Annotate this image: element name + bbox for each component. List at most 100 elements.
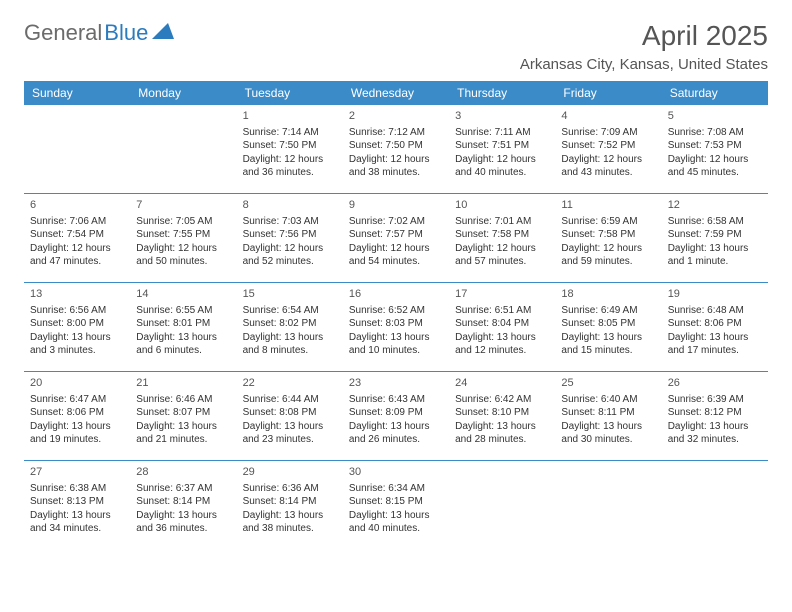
calendar-cell [24,105,130,194]
calendar-cell: 11Sunrise: 6:59 AMSunset: 7:58 PMDayligh… [555,194,661,283]
calendar-cell [662,461,768,550]
calendar-cell: 15 Sunrise: 6:54 AMSunset: 8:02 PMDayligh… [237,283,343,372]
calendar-row: 27 Sunrise: 6:38 AMSunset: 8:13 PMDayligh… [24,461,768,550]
calendar-cell: 17 Sunrise: 6:51 AMSunset: 8:04 PMDayligh… [449,283,555,372]
day-number: 18 [561,287,655,302]
title-block: April 2025 Arkansas City, Kansas, United… [520,20,768,73]
day-number: 24 [455,376,549,391]
day-info: Sunrise: 6:44 AMSunset: 8:08 PMDaylight:… [243,393,337,447]
day-info: Sunrise: 6:37 AMSunset: 8:14 PMDaylight:… [136,482,230,536]
day-info: Sunrise: 6:48 AMSunset: 8:06 PMDaylight:… [668,304,762,358]
calendar-cell: 20 Sunrise: 6:47 AMSunset: 8:06 PMDayligh… [24,372,130,461]
day-number: 20 [30,376,124,391]
day-header-row: SundayMondayTuesdayWednesdayThursdayFrid… [24,81,768,105]
day-info: Sunrise: 7:12 AMSunset: 7:50 PMDaylight:… [349,126,443,180]
calendar-cell: 13Sunrise: 6:56 AMSunset: 8:00 PMDayligh… [24,283,130,372]
calendar-cell: 6 Sunrise: 7:06 AMSunset: 7:54 PMDaylight… [24,194,130,283]
day-number: 3 [455,109,549,124]
header: GeneralBlue April 2025 Arkansas City, Ka… [24,20,768,73]
day-header: Saturday [662,81,768,105]
calendar-cell: 16 Sunrise: 6:52 AMSunset: 8:03 PMDayligh… [343,283,449,372]
calendar-cell: 18 Sunrise: 6:49 AMSunset: 8:05 PMDayligh… [555,283,661,372]
day-number: 16 [349,287,443,302]
day-number: 6 [30,198,124,213]
day-number: 4 [561,109,655,124]
day-info: Sunrise: 6:54 AMSunset: 8:02 PMDaylight:… [243,304,337,358]
day-header: Wednesday [343,81,449,105]
calendar-cell: 8 Sunrise: 7:03 AMSunset: 7:56 PMDaylight… [237,194,343,283]
calendar-cell: 7 Sunrise: 7:05 AMSunset: 7:55 PMDaylight… [130,194,236,283]
day-number: 29 [243,465,337,480]
calendar-cell: 30Sunrise: 6:34 AMSunset: 8:15 PMDayligh… [343,461,449,550]
day-number: 19 [668,287,762,302]
day-info: Sunrise: 6:38 AMSunset: 8:13 PMDaylight:… [30,482,124,536]
day-info: Sunrise: 7:06 AMSunset: 7:54 PMDaylight:… [30,215,124,269]
day-info: Sunrise: 7:11 AMSunset: 7:51 PMDaylight:… [455,126,549,180]
day-info: Sunrise: 7:05 AMSunset: 7:55 PMDaylight:… [136,215,230,269]
day-number: 27 [30,465,124,480]
day-info: Sunrise: 6:51 AMSunset: 8:04 PMDaylight:… [455,304,549,358]
month-title: April 2025 [520,20,768,52]
day-number: 14 [136,287,230,302]
day-number: 28 [136,465,230,480]
day-info: Sunrise: 7:09 AMSunset: 7:52 PMDaylight:… [561,126,655,180]
day-info: Sunrise: 6:56 AMSunset: 8:00 PMDaylight:… [30,304,124,358]
day-info: Sunrise: 6:49 AMSunset: 8:05 PMDaylight:… [561,304,655,358]
brand-name-1: General [24,20,102,46]
calendar-cell: 1 Sunrise: 7:14 AMSunset: 7:50 PMDaylight… [237,105,343,194]
calendar-cell: 5Sunrise: 7:08 AMSunset: 7:53 PMDaylight… [662,105,768,194]
day-info: Sunrise: 6:39 AMSunset: 8:12 PMDaylight:… [668,393,762,447]
day-number: 8 [243,198,337,213]
calendar-row: 1 Sunrise: 7:14 AMSunset: 7:50 PMDaylight… [24,105,768,194]
day-info: Sunrise: 6:52 AMSunset: 8:03 PMDaylight:… [349,304,443,358]
day-number: 11 [561,198,655,213]
day-info: Sunrise: 6:55 AMSunset: 8:01 PMDaylight:… [136,304,230,358]
day-number: 25 [561,376,655,391]
day-info: Sunrise: 6:47 AMSunset: 8:06 PMDaylight:… [30,393,124,447]
day-number: 12 [668,198,762,213]
day-number: 15 [243,287,337,302]
calendar-table: SundayMondayTuesdayWednesdayThursdayFrid… [24,81,768,549]
location-label: Arkansas City, Kansas, United States [520,56,768,73]
day-info: Sunrise: 6:42 AMSunset: 8:10 PMDaylight:… [455,393,549,447]
calendar-cell: 3 Sunrise: 7:11 AMSunset: 7:51 PMDaylight… [449,105,555,194]
day-number: 10 [455,198,549,213]
calendar-cell: 14 Sunrise: 6:55 AMSunset: 8:01 PMDayligh… [130,283,236,372]
day-info: Sunrise: 7:14 AMSunset: 7:50 PMDaylight:… [243,126,337,180]
brand-logo: GeneralBlue [24,20,174,46]
day-number: 21 [136,376,230,391]
day-info: Sunrise: 6:40 AMSunset: 8:11 PMDaylight:… [561,393,655,447]
calendar-cell: 29Sunrise: 6:36 AMSunset: 8:14 PMDayligh… [237,461,343,550]
calendar-cell: 4 Sunrise: 7:09 AMSunset: 7:52 PMDaylight… [555,105,661,194]
day-info: Sunrise: 7:02 AMSunset: 7:57 PMDaylight:… [349,215,443,269]
calendar-cell: 2 Sunrise: 7:12 AMSunset: 7:50 PMDaylight… [343,105,449,194]
calendar-cell: 19 Sunrise: 6:48 AMSunset: 8:06 PMDayligh… [662,283,768,372]
day-info: Sunrise: 7:01 AMSunset: 7:58 PMDaylight:… [455,215,549,269]
day-header: Friday [555,81,661,105]
day-info: Sunrise: 7:03 AMSunset: 7:56 PMDaylight:… [243,215,337,269]
day-number: 2 [349,109,443,124]
day-header: Tuesday [237,81,343,105]
calendar-cell: 28 Sunrise: 6:37 AMSunset: 8:14 PMDayligh… [130,461,236,550]
calendar-row: 20 Sunrise: 6:47 AMSunset: 8:06 PMDayligh… [24,372,768,461]
brand-name-2: Blue [104,20,148,46]
day-info: Sunrise: 6:43 AMSunset: 8:09 PMDaylight:… [349,393,443,447]
calendar-cell: 23Sunrise: 6:43 AMSunset: 8:09 PMDayligh… [343,372,449,461]
day-number: 7 [136,198,230,213]
brand-triangle-icon [152,23,174,44]
calendar-cell: 24 Sunrise: 6:42 AMSunset: 8:10 PMDayligh… [449,372,555,461]
calendar-cell: 12Sunrise: 6:58 AMSunset: 7:59 PMDayligh… [662,194,768,283]
day-number: 1 [243,109,337,124]
calendar-cell: 27 Sunrise: 6:38 AMSunset: 8:13 PMDayligh… [24,461,130,550]
day-number: 17 [455,287,549,302]
day-number: 26 [668,376,762,391]
calendar-cell: 9Sunrise: 7:02 AMSunset: 7:57 PMDaylight… [343,194,449,283]
calendar-cell [555,461,661,550]
day-header: Sunday [24,81,130,105]
calendar-cell: 21Sunrise: 6:46 AMSunset: 8:07 PMDayligh… [130,372,236,461]
calendar-cell: 10 Sunrise: 7:01 AMSunset: 7:58 PMDayligh… [449,194,555,283]
day-info: Sunrise: 7:08 AMSunset: 7:53 PMDaylight:… [668,126,762,180]
calendar-cell: 26 Sunrise: 6:39 AMSunset: 8:12 PMDayligh… [662,372,768,461]
calendar-cell [449,461,555,550]
calendar-cell: 22Sunrise: 6:44 AMSunset: 8:08 PMDayligh… [237,372,343,461]
